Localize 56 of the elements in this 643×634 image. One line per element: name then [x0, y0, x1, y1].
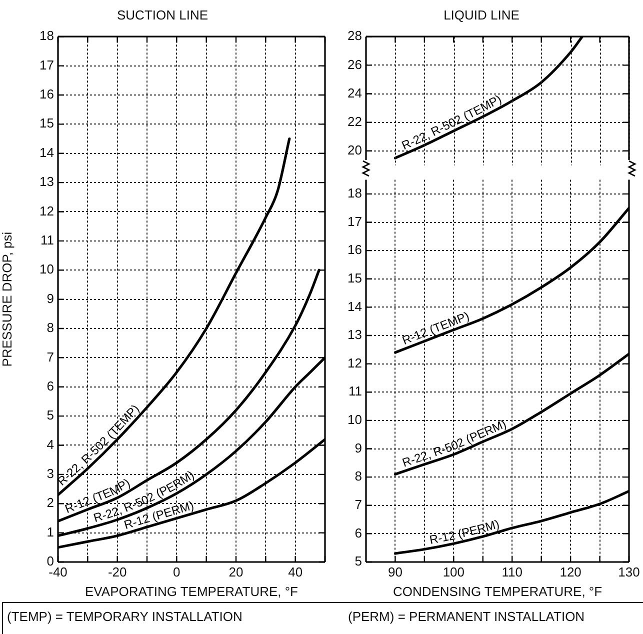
- y-tick-label: 18: [40, 28, 54, 44]
- text: R-12 (TEMP): [400, 308, 472, 348]
- y-tick-label: 22: [348, 114, 362, 129]
- y-tick-label: 1: [46, 524, 54, 540]
- x-tick-label: 100: [442, 564, 465, 580]
- y-tick-label: 6: [46, 378, 54, 394]
- text: (PERM) = PERMANENT INSTALLATION: [348, 609, 585, 624]
- y-tick-label: 17: [40, 57, 54, 72]
- y-tick-label: 17: [348, 214, 362, 229]
- x-tick-label: 110: [502, 564, 522, 580]
- y-tick-label: 12: [40, 203, 54, 218]
- y-tick-label: 5: [46, 408, 54, 423]
- x-tick-label: 120: [560, 564, 582, 580]
- y-tick-label: 2: [46, 495, 54, 510]
- y-tick-label: 10: [40, 262, 54, 277]
- y-tick-label: 15: [40, 116, 54, 131]
- y-axis-title: PRESSURE DROP, psi: [0, 232, 14, 367]
- y-tick-label: 13: [40, 174, 54, 190]
- x-tick-label: 0: [173, 564, 180, 580]
- y-tick-label: 4: [46, 436, 54, 452]
- y-tick-label: 11: [348, 384, 362, 399]
- y-tick-label: 20: [348, 142, 362, 158]
- y-tick-label: 18: [348, 186, 362, 201]
- y-tick-label: 12: [348, 355, 362, 370]
- x-axis-title: CONDENSING TEMPERATURE, °F: [392, 584, 602, 599]
- y-tick-label: 0: [46, 554, 54, 569]
- x-tick-label: -20: [108, 564, 127, 580]
- chart-title: SUCTION LINE: [116, 7, 208, 22]
- y-tick-label: 9: [46, 290, 54, 306]
- text: R-12 (PERM): [428, 516, 501, 547]
- y-tick-label: 16: [40, 86, 54, 102]
- text: (TEMP) = TEMPORARY INSTALLATION: [7, 609, 242, 624]
- y-tick-label: 6: [354, 525, 362, 540]
- y-tick-label: 5: [354, 554, 362, 569]
- y-tick-label: 13: [348, 327, 362, 342]
- y-tick-label: 10: [348, 412, 362, 428]
- x-tick-label: 130: [618, 564, 640, 580]
- x-axis-title: EVAPORATING TEMPERATURE, °F: [85, 584, 298, 599]
- y-tick-label: 14: [40, 144, 54, 160]
- y-tick-label: 11: [40, 232, 54, 248]
- x-tick-label: 90: [388, 564, 402, 580]
- y-tick-label: 28: [348, 28, 362, 44]
- x-tick-label: 40: [288, 564, 303, 580]
- y-tick-label: 24: [348, 85, 362, 100]
- y-tick-label: 15: [348, 270, 362, 286]
- y-tick-label: 7: [46, 349, 54, 364]
- y-tick-label: 14: [348, 298, 362, 314]
- chart-title: LIQUID LINE: [444, 7, 520, 22]
- y-tick-label: 8: [354, 468, 362, 484]
- y-tick-label: 3: [46, 466, 54, 482]
- y-tick-label: 8: [46, 320, 54, 336]
- x-tick-label: 20: [228, 564, 244, 580]
- y-tick-label: 26: [348, 56, 362, 72]
- y-tick-label: 7: [354, 496, 362, 512]
- y-tick-label: 16: [348, 242, 362, 258]
- y-tick-label: 9: [354, 440, 362, 456]
